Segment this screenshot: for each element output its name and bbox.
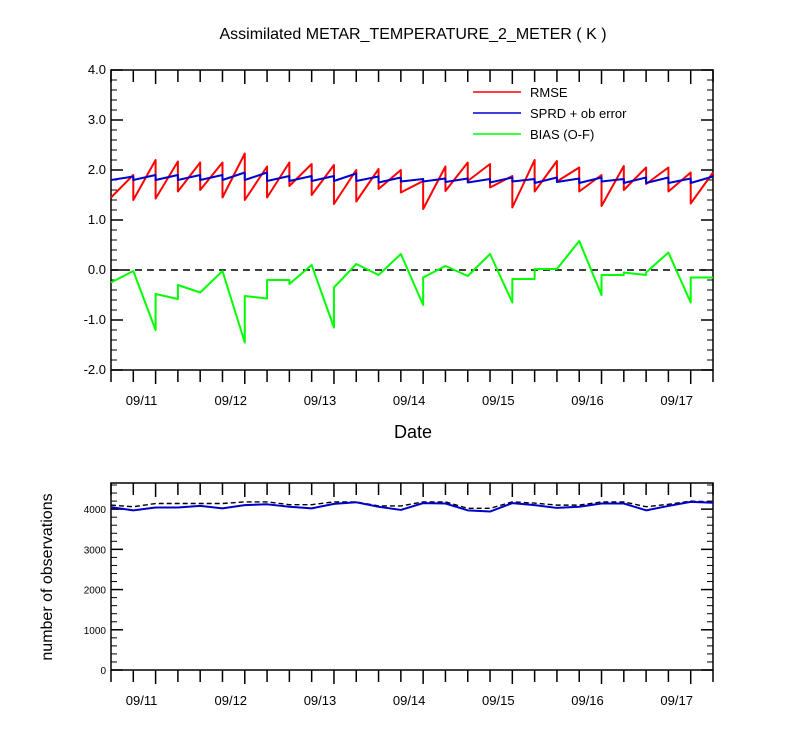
top-y-tick-label: 2.0: [88, 162, 106, 177]
legend-label-1: SPRD + ob error: [530, 106, 627, 121]
top-x-tick-label: 09/15: [482, 393, 515, 408]
top-x-tick-label: 09/11: [126, 393, 158, 408]
bottom-y-axis-label: number of observations: [39, 493, 56, 660]
bottom-x-tick-label: 09/15: [482, 693, 515, 708]
top-series-sprd-ob-error: [110, 171, 714, 184]
top-y-tick-label: -2.0: [84, 362, 106, 377]
top-y-tick-label: 0.0: [88, 262, 106, 277]
x-axis-label: Date: [394, 422, 432, 442]
bottom-frame: [110, 482, 714, 671]
bottom-series-assimilated: [110, 500, 714, 513]
top-y-tick-label: -1.0: [84, 312, 106, 327]
top-series-rmse: [110, 152, 714, 210]
top-y-tick-label: 3.0: [88, 112, 106, 127]
top-y-tick-label: 4.0: [88, 62, 106, 77]
top-series-bias-o-f: [110, 240, 713, 344]
bottom-x-tick-label: 09/17: [660, 693, 693, 708]
bottom-series-possible: [110, 500, 714, 510]
bottom-y-tick-label: 0: [100, 666, 106, 677]
top-y-tick-label: 1.0: [88, 212, 106, 227]
bottom-plot: 09/11 09/12 09/13 09/14 09/15 09/16 09/17 0 1000…: [84, 482, 714, 708]
bottom-x-tick-label: 09/12: [215, 693, 248, 708]
bottom-x-tick-label: 09/14: [393, 693, 426, 708]
bottom-y-tick-label: 1000: [84, 626, 107, 637]
top-x-tick-label: 09/12: [215, 393, 248, 408]
bottom-y-tick-label: 4000: [84, 505, 107, 516]
bottom-x-tick-label: 09/11: [126, 693, 158, 708]
bottom-y-tick-label: 3000: [84, 545, 107, 556]
bottom-x-tick-label: 09/13: [304, 693, 337, 708]
bottom-x-tick-label: 09/16: [571, 693, 604, 708]
top-x-tick-label: 09/13: [304, 393, 337, 408]
bottom-y-tick-label: 2000: [84, 586, 107, 597]
top-x-tick-label: 09/16: [571, 393, 604, 408]
top-x-tick-label: 09/14: [393, 393, 426, 408]
top-plot: 09/11 09/12 09/13 09/14 09/15 09/16 09/17 -2.0 -…: [84, 62, 714, 408]
legend-label-2: BIAS (O-F): [530, 127, 594, 142]
top-x-tick-label: 09/17: [660, 393, 693, 408]
chart-title: Assimilated METAR_TEMPERATURE_2_METER ( …: [219, 26, 606, 43]
legend-label-0: RMSE: [530, 85, 568, 100]
